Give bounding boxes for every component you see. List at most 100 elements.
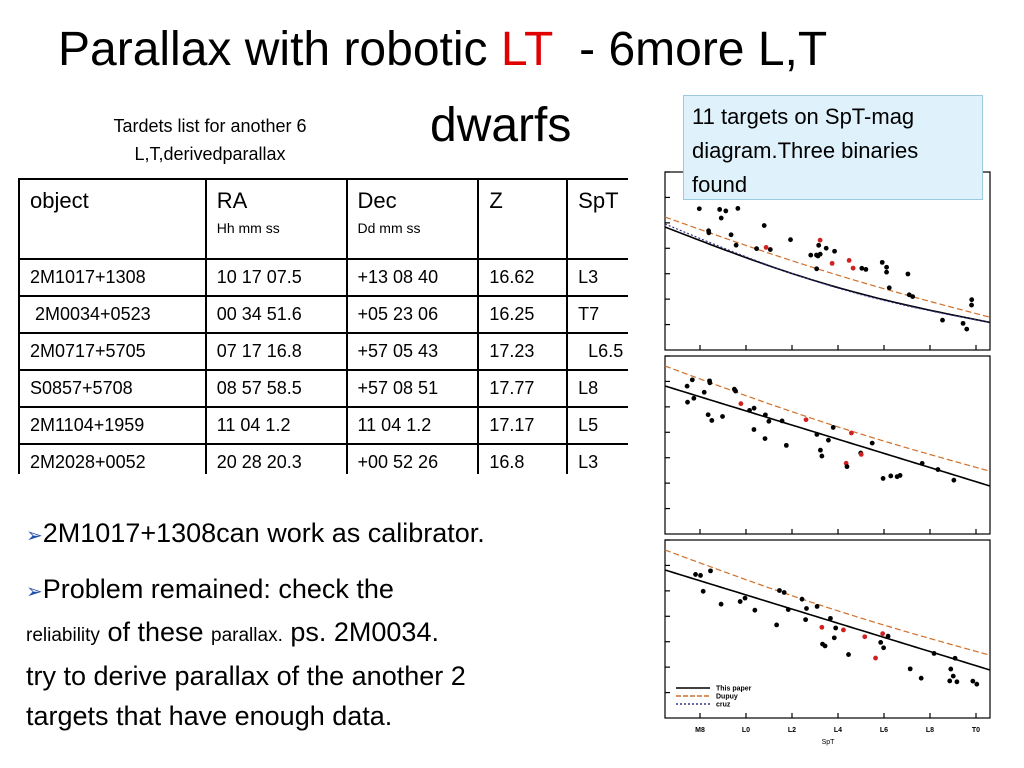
cell: T7 [566,295,630,334]
point [717,207,723,212]
point [947,678,953,684]
point [691,395,697,401]
row: 2M0717+5705 07 17 16.8 +57 05 43 17.23 L6.5 [18,332,630,371]
point [873,655,878,661]
cell: 2M1104+1959 [18,406,207,445]
header-row: object RA Hh mm ss Dec Dd mm ss Z SpT [18,178,630,260]
point [822,643,828,649]
point [766,418,772,424]
cell: +05 23 06 [345,295,480,334]
point [808,252,814,258]
point [858,451,864,457]
point [751,405,757,411]
point [701,389,707,395]
point [881,645,887,651]
cell: 11 04 1.2 [345,406,480,445]
point [817,251,823,257]
point [848,430,854,436]
point [885,633,891,639]
point [816,242,822,248]
table: object RA Hh mm ss Dec Dd mm ss Z SpT 2M1017+13… [18,178,630,474]
x-label: L6 [880,727,888,734]
legend-label: cruz [716,702,731,709]
subtitle-line: Tardets list for another 6 [113,116,307,136]
point [731,386,737,392]
x-label: L8 [926,727,934,734]
x-title: SpT [822,739,836,746]
point [737,599,743,604]
point [863,266,869,272]
point [774,622,780,628]
callout: 11 targets on SpT-mag diagram.Three bina… [683,95,983,200]
cell: 10 17 07.5 [204,258,348,297]
point [951,477,957,483]
point [935,467,941,472]
row: 2M1017+1308 10 17 07.5 +13 08 40 16.62 L3 [18,258,630,297]
title-text: - 6more L,T [552,23,828,76]
point [785,607,791,612]
point [779,418,785,424]
cell: 16.8 [477,443,569,474]
legend-label: This paper [716,686,752,693]
row: 2M1104+1959 11 04 1.2 11 04 1.2 17.17 L5 [18,406,630,445]
bullet-text: reliability [26,625,100,646]
subtitle: Tardets list for another 6 L,T,derivedpar… [40,112,380,168]
cell: 00 34 51.6 [204,295,348,334]
cell: 20 28 20.3 [204,443,348,474]
cell: +00 52 26 [345,443,480,474]
point [948,666,954,672]
point [846,652,851,657]
title: Parallax with robotic LT - 6more L,T [58,22,827,77]
point [826,437,831,443]
point [767,247,773,252]
title-line2: dwarfs [430,99,572,152]
panel-frame [664,355,991,535]
point [742,595,748,601]
x-label: M8 [695,727,705,734]
bullet-text: try to derive parallax of the another 2 [26,661,466,691]
point [931,651,937,656]
point [706,230,712,236]
point [952,655,958,661]
cell: +57 05 43 [345,332,480,371]
point [718,601,724,607]
cell: +13 08 40 [345,258,480,297]
point [886,285,892,291]
cell: 2M0717+5705 [18,332,207,371]
cell: 2M0034+0523 [18,295,207,334]
x-label: L4 [834,727,842,734]
point [841,627,846,633]
header-label: Dec [357,188,397,213]
point [733,242,739,248]
x-label: T0 [972,727,980,734]
header-label: SpT [578,188,619,213]
x-label: L0 [742,727,750,734]
point [880,476,886,481]
cell: 17.17 [477,406,569,445]
point [803,617,809,623]
point [814,266,820,272]
point [762,412,768,418]
point [705,412,711,418]
cell: S0857+5708 [18,369,207,408]
point [919,461,925,466]
point [803,417,809,423]
point [799,596,805,602]
point [960,320,966,326]
point [708,568,713,574]
title-highlight: LT [500,23,553,76]
point [707,380,713,386]
cell: +57 08 51 [345,369,480,408]
point [878,640,884,645]
bullet-text: Problem remained: check the [42,574,394,604]
cell: 2M2028+0052 [18,443,207,474]
point [762,436,768,441]
point [828,615,833,621]
point [869,440,875,446]
point [831,635,837,641]
header-cell: RA Hh mm ss [204,178,348,260]
point [846,257,852,263]
point [735,205,741,211]
header-cell: object [18,178,207,260]
point [888,473,894,479]
